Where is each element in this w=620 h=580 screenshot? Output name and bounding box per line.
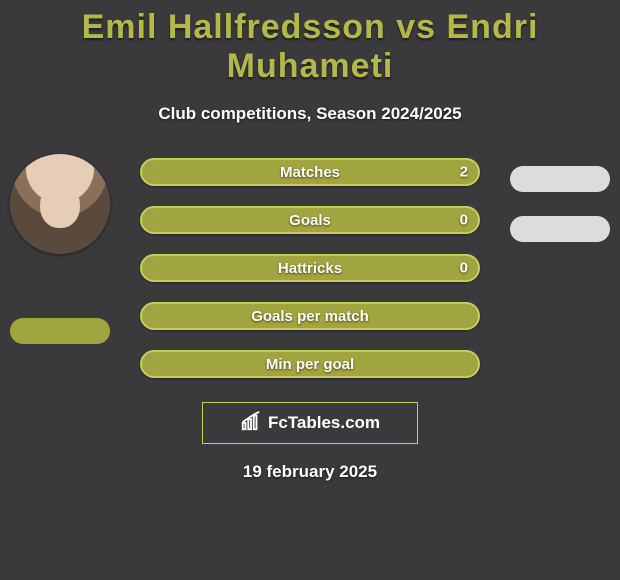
stat-label: Hattricks — [278, 260, 342, 277]
comparison-arena: Matches 2 Goals 0 Hattricks 0 Goals per … — [0, 154, 620, 378]
stat-bar-min-per-goal: Min per goal — [140, 350, 480, 378]
stat-label: Goals — [289, 212, 331, 229]
player-left-avatar — [10, 154, 110, 254]
brand-text: FcTables.com — [268, 413, 380, 433]
stat-bar-hattricks: Hattricks 0 — [140, 254, 480, 282]
brand-badge[interactable]: FcTables.com — [202, 402, 418, 444]
stat-bar-goals-per-match: Goals per match — [140, 302, 480, 330]
footer-date: 19 february 2025 — [0, 462, 620, 482]
subtitle: Club competitions, Season 2024/2025 — [0, 104, 620, 124]
stat-label: Goals per match — [251, 308, 369, 325]
stat-label: Min per goal — [266, 356, 354, 373]
stat-right-value: 2 — [460, 164, 468, 181]
player-right-column — [505, 154, 615, 242]
stat-bar-goals: Goals 0 — [140, 206, 480, 234]
stat-bar-matches: Matches 2 — [140, 158, 480, 186]
player-right-pill-2 — [510, 216, 610, 242]
stat-label: Matches — [280, 164, 340, 181]
comparison-card: Emil Hallfredsson vs Endri Muhameti Club… — [0, 0, 620, 580]
page-title: Emil Hallfredsson vs Endri Muhameti — [0, 0, 620, 86]
player-left-pill — [10, 318, 110, 344]
chart-icon — [240, 410, 262, 437]
player-right-pill-1 — [510, 166, 610, 192]
player-left-column — [5, 154, 115, 344]
stat-right-value: 0 — [460, 260, 468, 277]
stat-right-value: 0 — [460, 212, 468, 229]
stat-bars: Matches 2 Goals 0 Hattricks 0 Goals per … — [140, 154, 480, 378]
